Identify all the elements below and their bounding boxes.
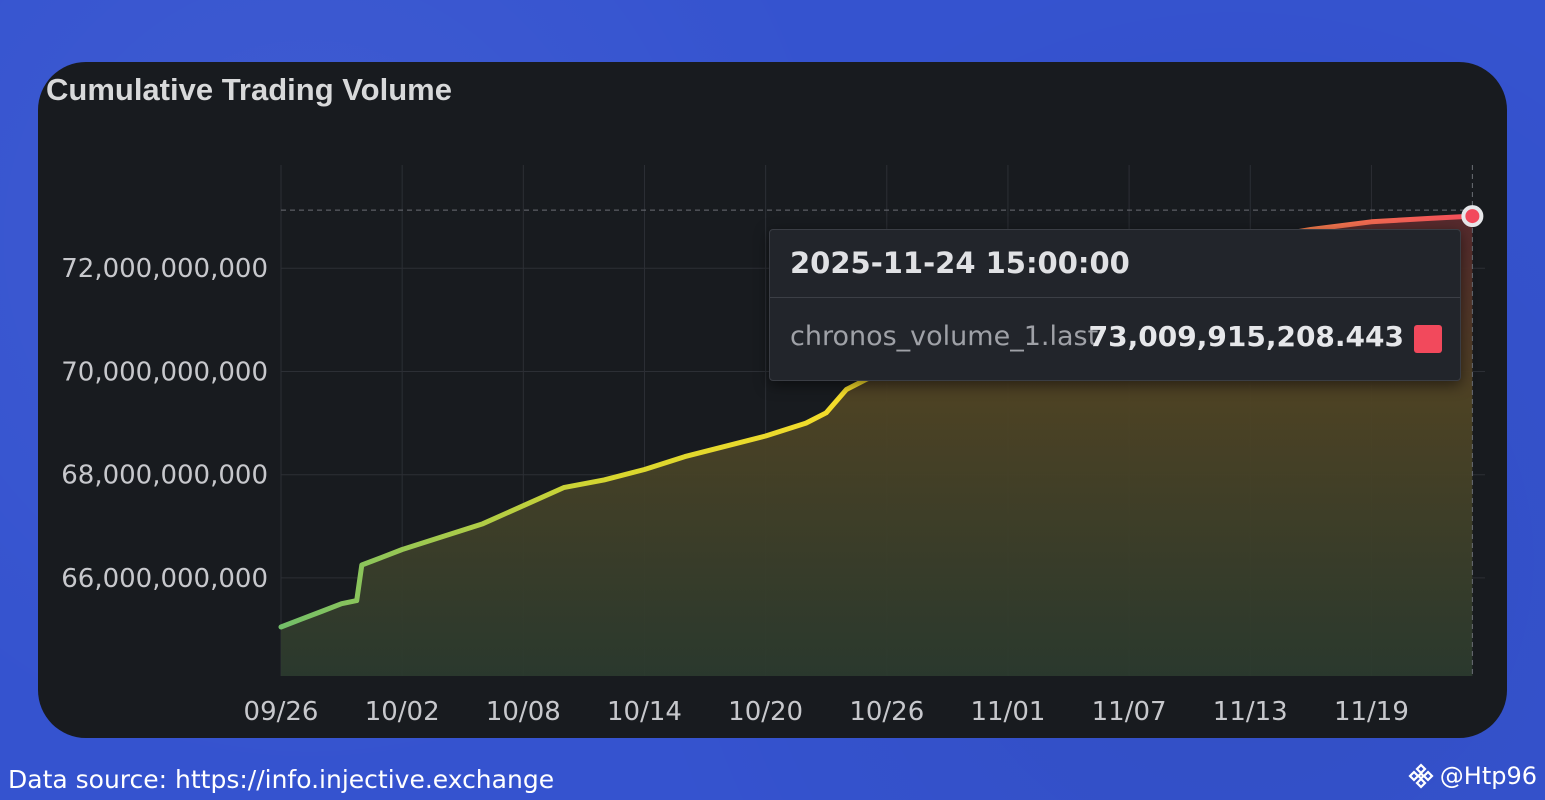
x-tick-label: 10/08 [486, 697, 561, 727]
author-handle: @Htp96 [1439, 762, 1537, 790]
y-tick-label: 66,000,000,000 [61, 564, 268, 594]
x-tick-label: 10/20 [728, 697, 803, 727]
x-tick-label: 11/01 [970, 697, 1045, 727]
tooltip-series-value: 73,009,915,208.443 [1088, 320, 1404, 353]
tooltip-color-swatch [1414, 325, 1442, 353]
x-tick-label: 11/19 [1334, 697, 1409, 727]
area-chart[interactable]: 66,000,000,000 68,000,000,000 70,000,000,0… [38, 62, 1507, 738]
chart-crosshair [281, 165, 1484, 676]
x-tick-label: 09/26 [244, 697, 319, 727]
y-tick-label: 72,000,000,000 [61, 254, 268, 284]
x-tick-label: 11/13 [1213, 697, 1288, 727]
y-tick-label: 70,000,000,000 [61, 357, 268, 387]
tooltip-timestamp: 2025-11-24 15:00:00 [790, 246, 1130, 280]
x-tick-label: 10/02 [365, 697, 440, 727]
tooltip-series-name: chronos_volume_1.last [790, 321, 1099, 352]
x-tick-label: 11/07 [1092, 697, 1167, 727]
x-tick-label: 10/26 [849, 697, 924, 727]
diamond-logo-icon [1408, 763, 1434, 789]
x-axis: 09/26 10/02 10/08 10/14 10/20 10/26 11/01 11/07… [244, 697, 1409, 727]
tooltip-divider [770, 297, 1460, 298]
y-axis: 66,000,000,000 68,000,000,000 70,000,000,0… [61, 254, 268, 594]
x-tick-label: 10/14 [607, 697, 682, 727]
data-source-note: Data source: https://info.injective.exch… [8, 765, 555, 794]
author-credit: @Htp96 [1408, 762, 1537, 790]
chart-tooltip: 2025-11-24 15:00:00 chronos_volume_1.las… [769, 229, 1461, 381]
panel-title: Cumulative Trading Volume [46, 72, 452, 107]
hover-point-marker [1461, 205, 1484, 228]
chart-panel: Cumulative Trading Volume 66,000,000,000… [38, 62, 1507, 738]
y-tick-label: 68,000,000,000 [61, 461, 268, 491]
